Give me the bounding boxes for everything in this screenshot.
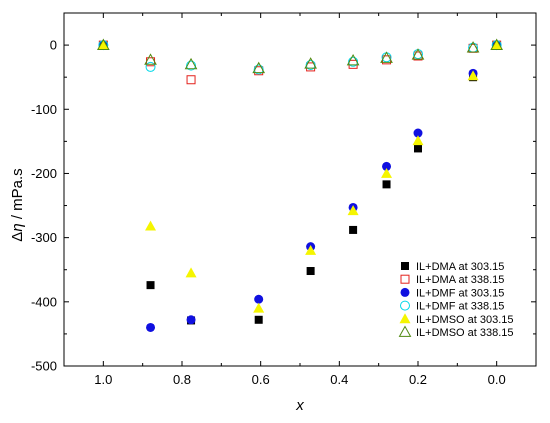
data-point [185,267,197,278]
data-point [146,281,155,290]
y-axis-label: Δη / mPa.s [9,168,26,241]
legend-marker [400,274,410,284]
data-point [382,161,392,171]
data-point [346,53,360,66]
data-point [412,135,424,146]
data-point [304,57,317,69]
y-tick-label: 0 [50,38,57,53]
x-tick-label: 0.8 [173,372,191,387]
y-tick-label: -400 [31,294,57,309]
data-point [145,220,157,231]
y-tick-label: -300 [31,230,57,245]
data-point [97,39,109,50]
data-point [382,180,391,189]
y-axis-label-unit: / mPa.s [9,168,26,223]
data-point [253,302,265,313]
data-point [348,56,359,67]
series-5 [97,39,503,313]
data-point [254,315,263,324]
data-point [186,60,197,71]
x-tick-label: 0.0 [488,372,506,387]
data-points [96,38,504,332]
legend-marker [401,262,409,270]
data-point [252,61,266,74]
data-point [411,48,425,60]
y-axis-label-symbol: η [9,223,26,231]
axes: 1.0 0.8 0.6 0.4 0.2 0.0 0 -100 -200 -300 -400 -500 [31,12,537,387]
data-point [490,38,504,50]
y-tick-label: -100 [31,102,57,117]
legend-label: IL+DMA at 338.15 [416,274,504,286]
data-point [381,167,393,178]
data-point [306,267,315,276]
y-tick-label: -500 [31,359,57,374]
y-tick-label: -200 [31,166,57,181]
data-point [414,144,422,153]
data-point [305,59,316,70]
data-point [184,57,198,70]
data-point [144,53,157,65]
legend-label: IL+DMSO at 338.15 [416,327,514,339]
data-point [347,205,359,216]
data-point [467,70,479,81]
data-point [186,315,196,325]
data-point [305,244,317,255]
legend-marker [400,287,410,297]
x-tick-label: 0.2 [409,372,427,387]
data-point [186,75,196,85]
legend-marker [398,325,412,337]
legend-label: IL+DMF at 303.15 [416,287,504,299]
legend-label: IL+DMA at 303.15 [416,261,504,273]
data-point [349,225,358,234]
x-tick-label: 0.6 [252,372,270,387]
legend-marker [400,300,410,311]
x-axis-label: x [295,397,304,414]
data-point [491,39,503,50]
legend-label: IL+DMSO at 303.15 [416,314,514,326]
legend-marker [399,313,411,324]
legend-label: IL+DMF at 338.15 [416,301,504,313]
data-point [254,294,264,304]
data-point [145,61,156,72]
data-point [96,38,110,50]
x-tick-label: 1.0 [94,372,112,387]
data-point [466,41,480,53]
data-point [413,128,423,138]
data-point [146,322,156,332]
x-tick-label: 0.4 [330,372,348,387]
series-6 [96,38,504,74]
data-point [253,64,264,75]
data-point [380,51,393,63]
y-axis-label-delta: Δ [9,232,26,242]
